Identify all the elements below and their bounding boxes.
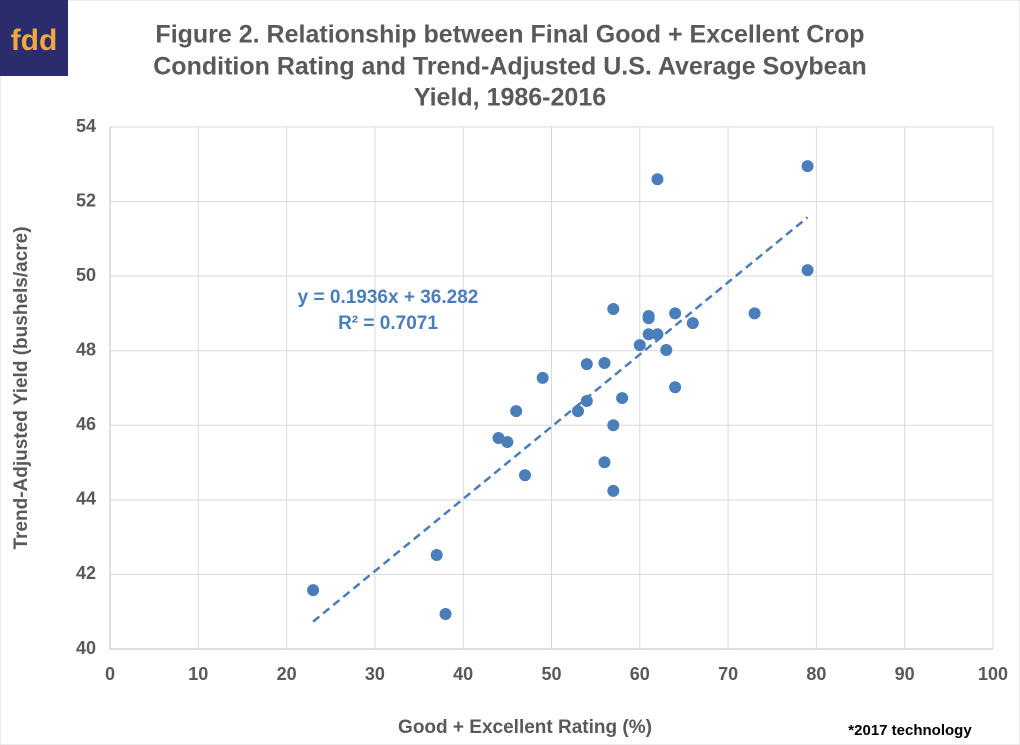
point xyxy=(307,584,320,597)
x-tick-label: 80 xyxy=(806,664,826,684)
x-tick-label: 0 xyxy=(105,664,115,684)
x-axis-label: Good + Excellent Rating (%) xyxy=(398,717,652,738)
point xyxy=(642,328,655,341)
point xyxy=(607,302,620,315)
chart-title: Yield, 1986-2016 xyxy=(414,84,606,112)
point xyxy=(669,381,682,394)
y-tick-label: 52 xyxy=(76,190,96,210)
point xyxy=(510,405,523,418)
trend-r2: R² = 0.7071 xyxy=(338,313,438,334)
point xyxy=(519,469,532,482)
logo-box xyxy=(0,0,68,76)
point xyxy=(651,173,664,186)
point xyxy=(642,312,655,325)
chart-title: Condition Rating and Trend-Adjusted U.S.… xyxy=(153,53,867,81)
point xyxy=(607,484,620,497)
y-tick-label: 46 xyxy=(76,414,96,434)
point xyxy=(748,307,761,320)
point xyxy=(571,405,584,418)
point xyxy=(801,264,814,277)
point xyxy=(607,419,620,432)
y-tick-label: 44 xyxy=(76,489,96,509)
point xyxy=(598,357,611,370)
trend-equation: y = 0.1936x + 36.282 xyxy=(298,287,479,308)
x-tick-label: 40 xyxy=(453,664,473,684)
y-tick-label: 42 xyxy=(76,563,96,583)
note: *2017 technology xyxy=(848,722,972,739)
y-axis-label: Trend-Adjusted Yield (bushels/acre) xyxy=(11,226,32,549)
x-tick-label: 100 xyxy=(978,664,1008,684)
x-tick-label: 60 xyxy=(630,664,650,684)
x-tick-label: 10 xyxy=(188,664,208,684)
y-tick-label: 40 xyxy=(76,638,96,658)
point xyxy=(598,456,611,469)
point xyxy=(616,392,629,405)
y-tick-label: 54 xyxy=(76,116,96,136)
point xyxy=(439,607,452,620)
point xyxy=(501,436,514,449)
trendline xyxy=(312,216,809,623)
point xyxy=(580,358,593,371)
point xyxy=(669,307,682,320)
point xyxy=(536,371,549,384)
point xyxy=(633,339,646,352)
point xyxy=(686,317,699,330)
y-tick-label: 48 xyxy=(76,339,96,359)
point xyxy=(660,343,673,356)
x-tick-label: 20 xyxy=(277,664,297,684)
logo: fdd xyxy=(11,24,58,57)
x-tick-label: 50 xyxy=(541,664,561,684)
point xyxy=(801,160,814,173)
chart-title: Figure 2. Relationship between Final Goo… xyxy=(155,21,864,49)
x-tick-label: 30 xyxy=(365,664,385,684)
x-tick-label: 70 xyxy=(718,664,738,684)
point xyxy=(580,395,593,408)
y-tick-label: 50 xyxy=(76,265,96,285)
point xyxy=(430,549,443,562)
x-tick-label: 90 xyxy=(895,664,915,684)
